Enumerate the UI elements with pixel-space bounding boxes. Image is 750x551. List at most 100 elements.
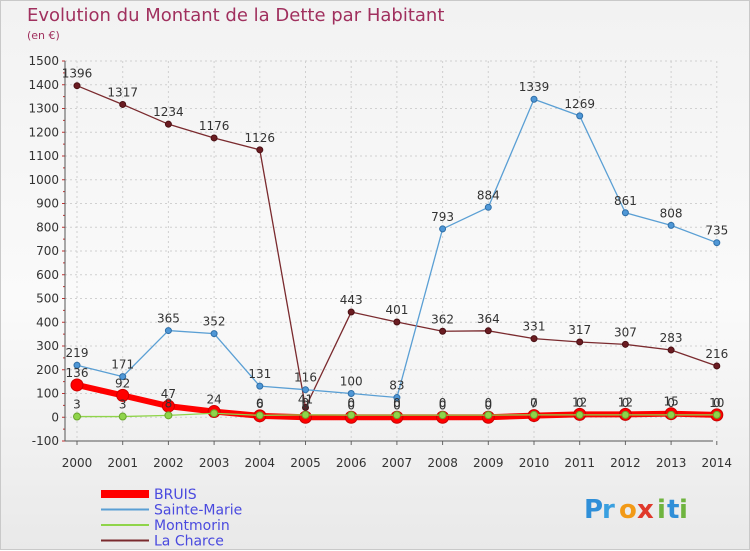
y-tick-label: 1200: [28, 125, 59, 139]
data-point-la-charce: [530, 335, 538, 343]
x-tick-label: 2013: [656, 456, 687, 470]
data-point-sainte-marie: [530, 95, 538, 103]
y-tick-label: 600: [36, 268, 59, 282]
data-label-sainte-marie: 219: [66, 346, 89, 360]
data-point-sainte-marie: [73, 361, 81, 369]
data-label-montmorin: 0: [576, 396, 584, 410]
x-tick-label: 2007: [382, 456, 413, 470]
data-point-la-charce: [119, 100, 127, 108]
data-label-montmorin: 3: [73, 398, 81, 412]
data-label-sainte-marie: 171: [111, 358, 134, 372]
data-point-montmorin: [255, 411, 264, 420]
data-label-montmorin: 0: [713, 396, 721, 410]
data-label-bruis: 12: [572, 395, 587, 409]
data-point-la-charce: [164, 120, 172, 128]
data-point-montmorin: [530, 410, 538, 419]
data-label-montmorin: 0: [393, 396, 401, 410]
x-tick-label: 2010: [519, 456, 550, 470]
brand-logo-letter: t: [667, 495, 679, 525]
data-label-sainte-marie: 352: [203, 315, 226, 329]
data-label-bruis: 6: [256, 397, 264, 411]
data-label-montmorin: 0: [347, 396, 355, 410]
data-point-la-charce: [256, 146, 264, 154]
y-tick-label: 700: [36, 244, 59, 258]
data-label-la-charce: 216: [705, 347, 728, 361]
data-label-montmorin: 0: [484, 396, 492, 410]
data-label-sainte-marie: 116: [294, 371, 317, 385]
data-point-la-charce: [713, 362, 721, 370]
data-label-la-charce: 307: [614, 325, 637, 339]
x-tick-label: 2004: [245, 456, 276, 470]
data-label-bruis: 7: [530, 397, 538, 411]
brand-logo-letter: i: [679, 495, 688, 525]
y-tick-label: -100: [32, 434, 59, 448]
data-point-sainte-marie: [621, 209, 629, 217]
chart-title: Evolution du Montant de la Dette par Hab…: [27, 5, 445, 26]
data-point-sainte-marie: [256, 382, 264, 390]
data-label-bruis: 0: [439, 398, 447, 412]
data-point-sainte-marie: [484, 203, 492, 211]
data-point-la-charce: [347, 308, 355, 316]
y-tick-label: 300: [36, 339, 59, 353]
x-tick-label: 2006: [336, 456, 367, 470]
data-label-la-charce: 1396: [62, 67, 93, 81]
data-label-la-charce: 443: [340, 293, 363, 307]
data-point-montmorin: [621, 410, 630, 419]
data-label-bruis: 24: [206, 393, 221, 407]
x-tick-label: 2014: [702, 456, 733, 470]
legend-label-bruis: BRUIS: [154, 487, 197, 503]
data-label-bruis: 10: [709, 396, 724, 410]
data-point-montmorin: [438, 411, 447, 420]
data-point-la-charce: [210, 134, 218, 142]
data-label-montmorin: 0: [256, 396, 264, 410]
data-label-bruis: 0: [484, 398, 492, 412]
y-tick-label: 1000: [28, 173, 59, 187]
data-label-sainte-marie: 131: [248, 367, 271, 381]
data-label-sainte-marie: 735: [705, 224, 728, 238]
y-tick-label: 100: [36, 387, 59, 401]
data-label-bruis: 92: [115, 376, 130, 390]
x-tick-label: 2009: [473, 456, 504, 470]
data-label-sainte-marie: 1339: [519, 80, 550, 94]
data-point-sainte-marie: [210, 330, 218, 338]
data-label-la-charce: 364: [477, 312, 500, 326]
data-point-montmorin: [484, 411, 493, 420]
data-point-bruis: [116, 388, 130, 402]
data-label-la-charce: 362: [431, 312, 454, 326]
x-tick-label: 2002: [153, 456, 184, 470]
data-label-bruis: 0: [393, 398, 401, 412]
data-point-montmorin: [118, 412, 127, 421]
data-label-bruis: 47: [161, 387, 176, 401]
data-label-montmorin: 3: [119, 398, 127, 412]
data-label-montmorin: 0: [530, 396, 538, 410]
data-label-montmorin: 0: [622, 396, 630, 410]
data-point-montmorin: [392, 411, 401, 420]
data-label-montmorin: 8: [165, 396, 173, 410]
data-point-la-charce: [439, 327, 447, 335]
data-label-bruis: 0: [347, 398, 355, 412]
data-point-sainte-marie: [164, 327, 172, 335]
brand-logo-letter: r: [602, 495, 615, 525]
data-point-montmorin: [347, 411, 356, 420]
data-label-bruis: 0: [302, 398, 310, 412]
y-tick-label: 1100: [28, 149, 59, 163]
data-label-sainte-marie: 808: [660, 206, 683, 220]
x-tick-label: 2000: [62, 456, 93, 470]
x-tick-label: 2003: [199, 456, 230, 470]
data-label-la-charce: 1176: [199, 119, 230, 133]
data-label-bruis: 15: [663, 395, 678, 409]
x-tick-label: 2001: [107, 456, 138, 470]
x-tick-label: 2011: [564, 456, 595, 470]
data-point-montmorin: [712, 410, 721, 419]
x-tick-label: 2008: [427, 456, 458, 470]
data-label-bruis: 136: [66, 366, 89, 380]
y-tick-label: 800: [36, 220, 59, 234]
brand-logo-letter: P: [584, 495, 603, 525]
data-label-sainte-marie: 83: [389, 379, 404, 393]
data-label-la-charce: 317: [568, 323, 591, 337]
y-tick-label: 1300: [28, 102, 59, 116]
data-point-montmorin: [73, 412, 81, 421]
data-label-montmorin: 0: [667, 396, 675, 410]
